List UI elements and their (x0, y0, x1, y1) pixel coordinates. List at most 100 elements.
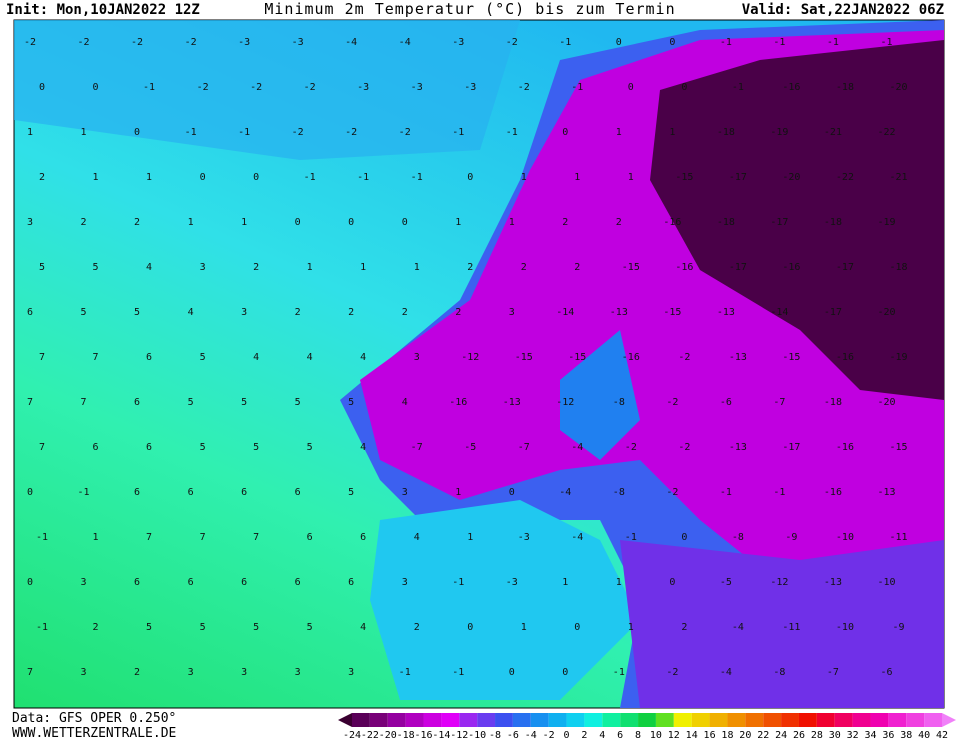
colorbar-label: 26 (793, 730, 805, 741)
map-label: -1 (773, 487, 785, 498)
map-label: -16 (449, 397, 467, 408)
map-label: -10 (836, 622, 854, 633)
map-label: 7 (253, 532, 259, 543)
map-label: -2 (506, 37, 518, 48)
field-east (620, 540, 944, 708)
map-label: 1 (562, 577, 568, 588)
map-label: -22 (836, 172, 854, 183)
website: WWW.WETTERZENTRALE.DE (12, 726, 176, 741)
colorbar-box (924, 713, 942, 727)
map-label: -18 (717, 217, 735, 228)
map-label: -1 (880, 37, 892, 48)
map-label: 0 (628, 82, 634, 93)
map-label: -15 (675, 172, 693, 183)
map-label: 3 (414, 352, 420, 363)
map-label: -4 (571, 532, 583, 543)
map-label: -2 (345, 127, 357, 138)
map-label: 5 (81, 307, 87, 318)
map-label: 2 (348, 307, 354, 318)
colorbar-box (816, 713, 835, 727)
map-label: -15 (889, 442, 907, 453)
colorbar-box (477, 713, 496, 727)
map-label: 6 (295, 577, 301, 588)
map-label: 0 (669, 577, 675, 588)
map-label: -3 (357, 82, 369, 93)
map-label: 5 (200, 622, 206, 633)
map-label: 2 (467, 262, 473, 273)
map-label: 1 (93, 172, 99, 183)
map-label: -2 (625, 442, 637, 453)
colorbar-label: 4 (599, 730, 605, 741)
map-label: -7 (411, 442, 423, 453)
map-label: -1 (452, 127, 464, 138)
map-label: 6 (360, 532, 366, 543)
map-label: 6 (146, 442, 152, 453)
map-label: 3 (348, 667, 354, 678)
map-label: 3 (81, 577, 87, 588)
map-label: 2 (39, 172, 45, 183)
colorbar-label: 2 (581, 730, 587, 741)
colorbar-box (709, 713, 728, 727)
map-label: -2 (185, 37, 197, 48)
map-label: -1 (827, 37, 839, 48)
map-label: 4 (360, 352, 366, 363)
map-label: 5 (348, 487, 354, 498)
colorbar-label: 24 (775, 730, 787, 741)
map-label: 5 (146, 622, 152, 633)
map-label: -3 (506, 577, 518, 588)
map-label: -8 (773, 667, 785, 678)
map-label: -17 (782, 442, 800, 453)
colorbar-label: 30 (829, 730, 841, 741)
colorbar-label: 0 (564, 730, 570, 741)
map-label: 1 (467, 532, 473, 543)
colorbar-box (369, 713, 388, 727)
map-label: 5 (93, 262, 99, 273)
colorbar-box (745, 713, 764, 727)
map-label: -2 (197, 82, 209, 93)
colorbar-box (763, 713, 782, 727)
map-label: 6 (295, 487, 301, 498)
map-label: 1 (455, 487, 461, 498)
map-label: 5 (348, 397, 354, 408)
map-label: 1 (241, 217, 247, 228)
map-label: 1 (574, 172, 580, 183)
colorbar-box (530, 713, 549, 727)
map-label: 2 (414, 622, 420, 633)
map-label: -1 (399, 667, 411, 678)
map-label: -16 (675, 262, 693, 273)
map-label: 0 (200, 172, 206, 183)
map-label: 6 (27, 307, 33, 318)
map-label: 1 (628, 622, 634, 633)
map-label: 4 (146, 262, 152, 273)
map-label: -7 (827, 667, 839, 678)
map-label: 2 (574, 262, 580, 273)
map-label: -11 (889, 532, 907, 543)
map-label: -15 (515, 352, 533, 363)
map-label: -6 (880, 667, 892, 678)
map-label: 2 (562, 217, 568, 228)
colorbar-label: -12 (450, 730, 468, 741)
map-label: 2 (521, 262, 527, 273)
map-label: -4 (571, 442, 583, 453)
map-label: 7 (146, 532, 152, 543)
map-label: -20 (877, 397, 895, 408)
map-label: -4 (559, 487, 571, 498)
colorbar-box (495, 713, 513, 727)
colorbar-box (620, 713, 639, 727)
map-label: 6 (348, 577, 354, 588)
colorbar: -24 -22 -20 -18 -16 -14 -12 -10 -8 -6 -4 -2 0 2 4 6 8 10 1… (338, 713, 956, 741)
colorbar-box (906, 713, 925, 727)
colorbar-label: -22 (361, 730, 379, 741)
map-label: -17 (729, 262, 747, 273)
map-label: -10 (836, 532, 854, 543)
map-label: 4 (188, 307, 194, 318)
map-label: -6 (720, 397, 732, 408)
map-label: -3 (518, 532, 530, 543)
colorbar-box (548, 713, 567, 727)
colorbar-box (673, 713, 692, 727)
map-label: -14 (770, 307, 788, 318)
map-label: 2 (455, 307, 461, 318)
colorbar-box (387, 713, 406, 727)
map-label: 3 (402, 577, 408, 588)
colorbar-label: 18 (721, 730, 733, 741)
